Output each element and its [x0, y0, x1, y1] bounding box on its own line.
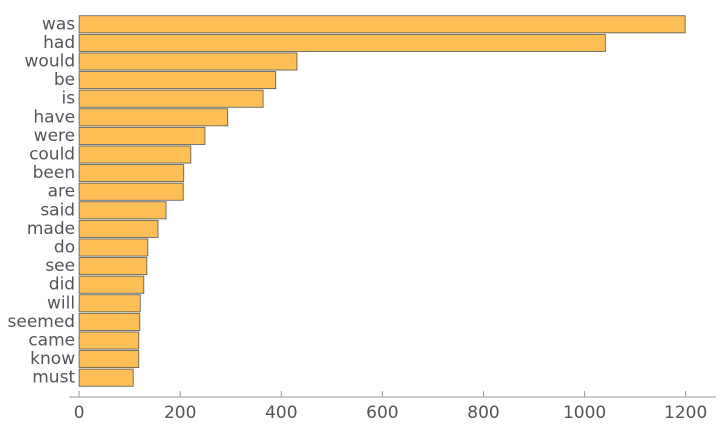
bar	[78, 89, 264, 108]
x-tick-label: 1200	[664, 403, 707, 423]
bar	[78, 15, 686, 34]
x-tick-label: 1000	[563, 403, 606, 423]
bar	[78, 164, 185, 183]
y-tick-label: did	[49, 275, 75, 295]
x-tick-label: 0	[74, 403, 85, 423]
y-tick-label: said	[40, 200, 75, 220]
y-tick-label: see	[45, 256, 75, 276]
y-tick-label: could	[29, 145, 75, 165]
y-tick-label: seemed	[8, 312, 76, 332]
bar	[78, 368, 134, 387]
bar	[78, 257, 148, 276]
x-tick-label: 800	[467, 403, 499, 423]
y-tick-label: know	[30, 349, 75, 369]
bar	[78, 182, 184, 201]
bar	[78, 219, 159, 238]
bar	[78, 201, 167, 220]
bar	[78, 294, 141, 313]
y-tick-label: were	[34, 126, 75, 146]
y-tick-label: have	[33, 107, 75, 127]
y-tick-label: will	[47, 293, 75, 313]
bar	[78, 331, 140, 350]
x-tick-label: 600	[366, 403, 398, 423]
bar	[78, 350, 140, 369]
x-tick-label: 200	[164, 403, 196, 423]
bar	[78, 126, 206, 145]
bar	[78, 312, 141, 331]
x-tick-label: 400	[265, 403, 297, 423]
bar	[78, 238, 149, 257]
y-tick-label: are	[48, 182, 76, 202]
y-tick-label: been	[33, 163, 75, 183]
y-tick-label: was	[42, 14, 75, 34]
y-tick-label: is	[62, 89, 76, 109]
y-tick-label: be	[54, 70, 75, 90]
bar	[78, 145, 192, 164]
y-tick-label: came	[28, 331, 75, 351]
bar	[78, 33, 606, 52]
y-tick-label: had	[43, 33, 75, 53]
bar	[78, 71, 277, 90]
y-tick-label: must	[32, 368, 75, 388]
y-tick-label: would	[25, 52, 76, 72]
y-tick-label: made	[27, 219, 75, 239]
bar	[78, 108, 229, 127]
y-tick-label: do	[54, 238, 75, 258]
bar	[78, 275, 145, 294]
bar	[78, 52, 298, 71]
